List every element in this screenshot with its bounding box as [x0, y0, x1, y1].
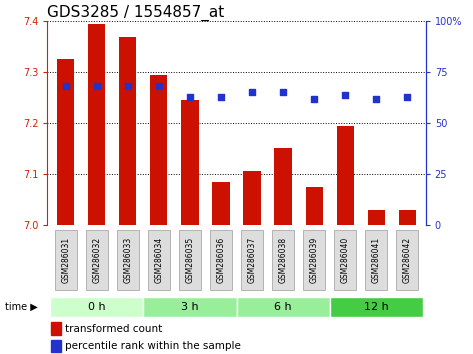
- Bar: [399, 210, 416, 225]
- Bar: [306, 187, 323, 225]
- FancyBboxPatch shape: [148, 230, 170, 290]
- Bar: [274, 148, 291, 225]
- Text: time ▶: time ▶: [5, 302, 38, 312]
- Point: [62, 84, 70, 89]
- Text: GSM286034: GSM286034: [155, 237, 164, 283]
- Text: 12 h: 12 h: [364, 302, 388, 312]
- Text: GSM286041: GSM286041: [372, 237, 381, 283]
- Text: transformed count: transformed count: [65, 324, 162, 333]
- FancyBboxPatch shape: [51, 297, 143, 318]
- Bar: [182, 100, 199, 225]
- Bar: [51, 322, 61, 335]
- FancyBboxPatch shape: [179, 230, 201, 290]
- Bar: [212, 182, 229, 225]
- Point: [310, 96, 318, 101]
- Point: [93, 84, 101, 89]
- FancyBboxPatch shape: [365, 230, 387, 290]
- FancyBboxPatch shape: [334, 230, 356, 290]
- Text: GSM286042: GSM286042: [403, 237, 412, 283]
- Bar: [150, 75, 167, 225]
- FancyBboxPatch shape: [272, 230, 294, 290]
- Bar: [368, 210, 385, 225]
- Text: 0 h: 0 h: [88, 302, 106, 312]
- Text: 6 h: 6 h: [274, 302, 292, 312]
- Point: [248, 90, 256, 95]
- FancyBboxPatch shape: [117, 230, 139, 290]
- FancyBboxPatch shape: [86, 230, 108, 290]
- Point: [217, 94, 225, 99]
- FancyBboxPatch shape: [241, 230, 263, 290]
- Bar: [57, 59, 74, 225]
- Text: GSM286031: GSM286031: [61, 237, 70, 283]
- Text: GSM286039: GSM286039: [309, 237, 318, 283]
- Bar: [336, 126, 354, 225]
- Text: GSM286038: GSM286038: [279, 237, 288, 283]
- Bar: [119, 36, 137, 225]
- FancyBboxPatch shape: [396, 230, 418, 290]
- Text: 3 h: 3 h: [181, 302, 199, 312]
- Point: [124, 84, 131, 89]
- Point: [372, 96, 380, 101]
- Text: GSM286036: GSM286036: [217, 237, 226, 283]
- FancyBboxPatch shape: [55, 230, 77, 290]
- Point: [186, 94, 194, 99]
- Bar: [51, 340, 61, 352]
- Text: percentile rank within the sample: percentile rank within the sample: [65, 341, 241, 351]
- Text: GSM286032: GSM286032: [92, 237, 101, 283]
- Point: [403, 94, 411, 99]
- Text: GDS3285 / 1554857_at: GDS3285 / 1554857_at: [47, 5, 225, 21]
- FancyBboxPatch shape: [303, 230, 325, 290]
- Text: GSM286037: GSM286037: [247, 237, 256, 283]
- FancyBboxPatch shape: [330, 297, 422, 318]
- Bar: [244, 171, 261, 225]
- Text: GSM286035: GSM286035: [185, 237, 194, 283]
- Point: [342, 92, 349, 97]
- Text: GSM286040: GSM286040: [341, 237, 350, 283]
- FancyBboxPatch shape: [236, 297, 330, 318]
- Point: [155, 84, 163, 89]
- FancyBboxPatch shape: [210, 230, 232, 290]
- Bar: [88, 24, 105, 225]
- Text: GSM286033: GSM286033: [123, 237, 132, 283]
- Point: [279, 90, 287, 95]
- FancyBboxPatch shape: [143, 297, 236, 318]
